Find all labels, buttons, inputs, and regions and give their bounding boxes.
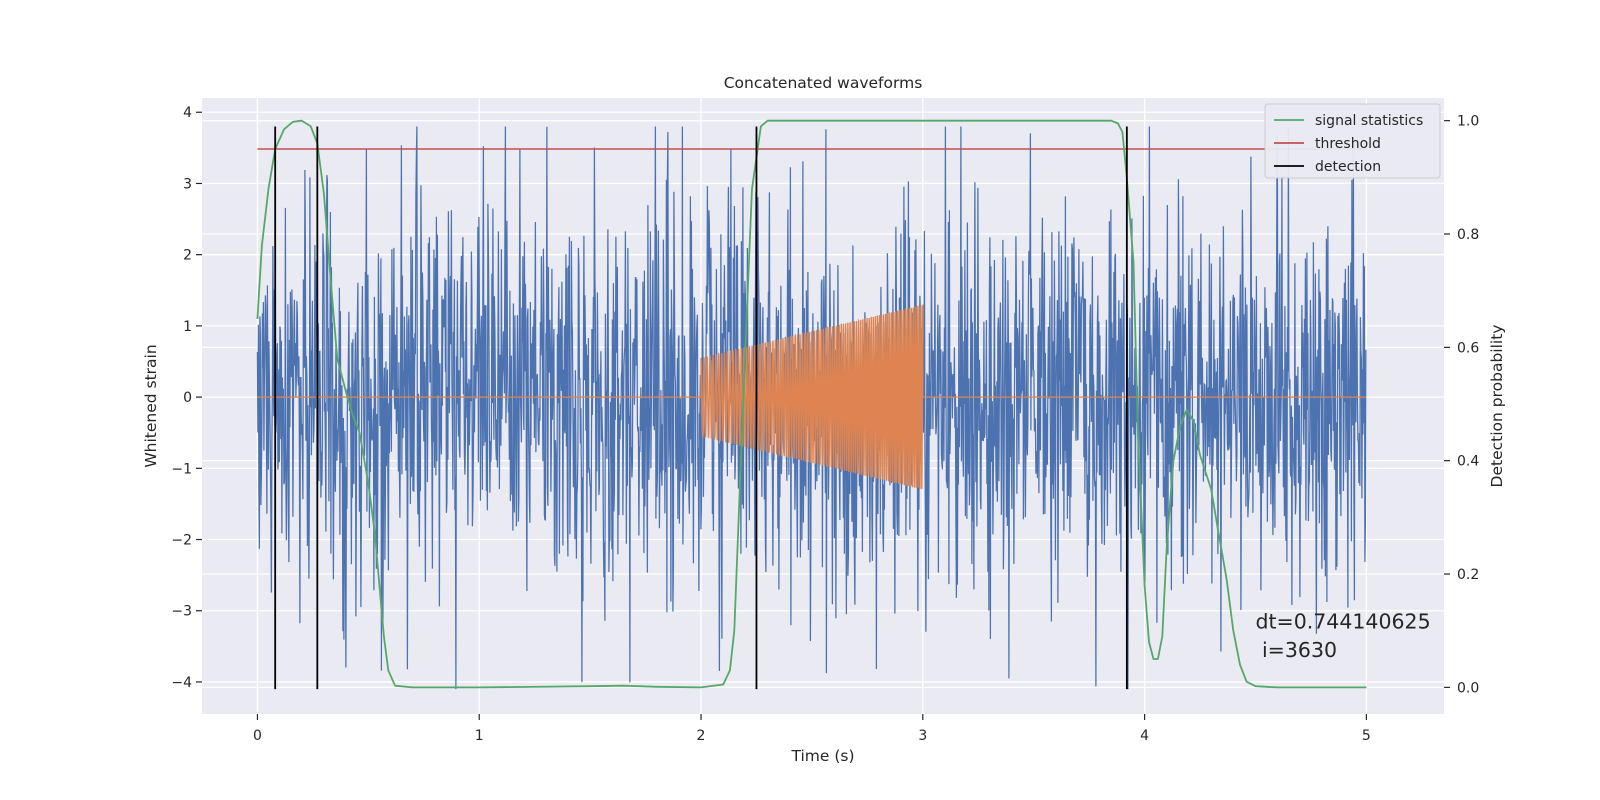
y-left-tick-label: −3 [171, 604, 192, 620]
y-right-tick-label: 0.2 [1457, 567, 1479, 583]
annotation-i: i=3630 [1255, 638, 1337, 662]
annotation-dt: dt=0.744140625 [1255, 610, 1430, 634]
y-axis-right-label: Detection probability [1488, 325, 1506, 488]
signal-series [257, 304, 1367, 490]
y-right-tick-label: 0.6 [1457, 340, 1479, 356]
y-left-tick-label: 3 [183, 176, 192, 192]
y-right-tick-label: 0.8 [1457, 227, 1479, 243]
y-left-tick-label: 0 [183, 390, 192, 406]
y-left-tick-label: −2 [171, 533, 192, 549]
x-tick-label: 5 [1362, 728, 1371, 744]
x-axis-label: Time (s) [790, 747, 854, 765]
right-axis-series [256, 119, 1367, 690]
x-tick-label: 0 [253, 728, 262, 744]
y-right-tick-label: 0.0 [1457, 680, 1479, 696]
y-right-tick-label: 0.4 [1457, 454, 1479, 470]
legend-label: detection [1315, 159, 1381, 175]
legend-box [1264, 103, 1441, 179]
x-tick-label: 1 [475, 728, 484, 744]
y-left-tick-label: −4 [171, 675, 192, 691]
statistics-line [256, 119, 1367, 689]
x-tick-label: 4 [1140, 728, 1149, 744]
y-left-tick-label: −1 [171, 461, 192, 477]
x-tick-label: 3 [918, 728, 927, 744]
legend: signal statistics threshold detection [1264, 103, 1441, 179]
y-axis-left-label: Whitened strain [142, 344, 160, 467]
y-left-tick-label: 4 [183, 105, 192, 121]
legend-label: threshold [1315, 136, 1381, 152]
axes: 0 1 2 3 4 5 −4 −3 −2 −1 0 1 2 3 4 0.0 0.2 0.4 0.6 0.8 1.0 [171, 105, 1479, 744]
y-left-tick-label: 1 [183, 319, 192, 335]
signal-line [257, 304, 1367, 490]
x-tick-label: 2 [697, 728, 706, 744]
legend-label: signal statistics [1315, 113, 1423, 129]
chart-title: Concatenated waveforms [724, 74, 923, 92]
y-left-tick-label: 2 [183, 248, 192, 264]
y-right-tick-label: 1.0 [1457, 114, 1479, 130]
